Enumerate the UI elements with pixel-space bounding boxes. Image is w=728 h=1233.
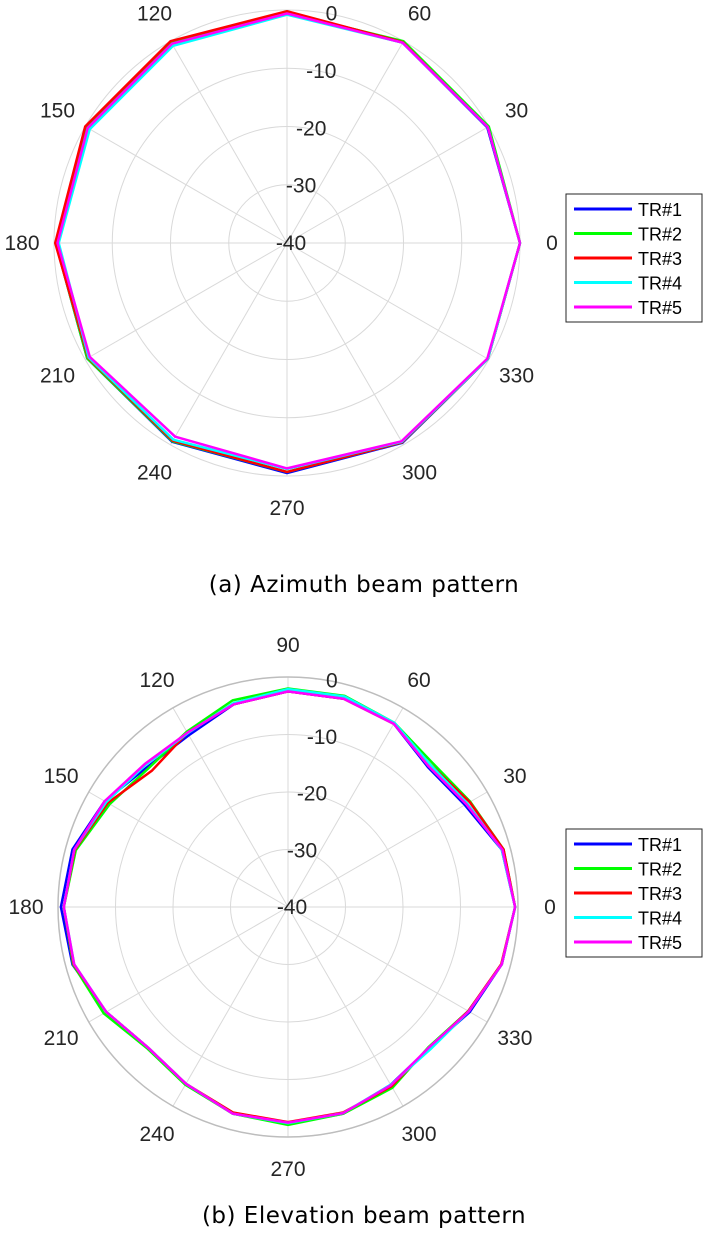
grid-spoke — [88, 791, 289, 908]
r-tick-label: -10 — [307, 726, 337, 749]
theta-tick-label: 120 — [139, 669, 174, 692]
r-tick-label: -30 — [286, 175, 316, 198]
outer-ring — [57, 676, 519, 1138]
r-tick-label: -40 — [276, 232, 306, 255]
theta-tick-label: 120 — [137, 3, 172, 26]
r-tick-label: -30 — [287, 839, 317, 862]
r-tick-label: -20 — [296, 117, 326, 140]
r-tick-label: 0 — [326, 3, 338, 26]
legend-label-tr4: TR#4 — [638, 909, 682, 929]
theta-tick-label: 240 — [137, 462, 172, 485]
theta-tick-label: 150 — [40, 100, 75, 123]
polar-grid — [57, 676, 519, 1138]
theta-tick-label: 180 — [8, 896, 43, 919]
grid-spoke — [286, 242, 490, 360]
theta-tick-label: 270 — [270, 1158, 305, 1181]
legend: TR#1 TR#2 TR#3 TR#4 TR#5 — [565, 828, 703, 958]
legend-label-tr1: TR#1 — [638, 200, 682, 220]
grid-spoke — [88, 906, 289, 1023]
theta-tick-label: 30 — [505, 100, 528, 123]
elevation-polar-chart: 0 30 60 90 120 150 180 210 240 270 300 330 -40 -30 -20… — [8, 634, 703, 1181]
theta-tick-label: 210 — [44, 1027, 79, 1050]
r-tick-label: -10 — [306, 60, 336, 83]
grid-spoke — [287, 707, 404, 908]
theta-tick-label: 240 — [139, 1123, 174, 1146]
theta-tick-label: 330 — [499, 365, 534, 388]
legend-label-tr5: TR#5 — [638, 933, 682, 953]
grid-spoke — [287, 791, 488, 908]
theta-tick-label: 0 — [546, 232, 558, 255]
theta-tick-label: 0 — [544, 896, 556, 919]
r-tick-label: 0 — [326, 670, 338, 693]
series-line-tr5 — [62, 690, 517, 1124]
legend-label-tr2: TR#2 — [638, 860, 682, 880]
r-tick-label: -40 — [277, 896, 307, 919]
r-tick-label: -20 — [297, 783, 327, 806]
grid-spoke — [170, 242, 288, 446]
grid-spoke — [170, 40, 288, 244]
azimuth-caption: (a) Azimuth beam pattern — [208, 572, 520, 598]
grid-spoke — [287, 906, 488, 1023]
grid-spoke — [286, 40, 404, 244]
theta-tick-label: 300 — [401, 1123, 436, 1146]
theta-tick-label: 210 — [40, 365, 75, 388]
theta-tick-label: 300 — [402, 462, 437, 485]
grid-spoke — [84, 242, 288, 360]
grid-spoke — [286, 126, 490, 244]
theta-tick-label: 30 — [503, 765, 526, 788]
theta-tick-label: 330 — [497, 1027, 532, 1050]
legend-label-tr3: TR#3 — [638, 884, 682, 904]
theta-tick-label: 60 — [407, 669, 430, 692]
grid-spoke — [286, 242, 404, 446]
azimuth-polar-chart: 0306090120150180210240270300330-40-30-20… — [4, 3, 703, 520]
legend-label-tr4: TR#4 — [638, 274, 682, 294]
theta-tick-label: 60 — [408, 3, 431, 26]
grid-spoke — [172, 707, 289, 908]
elevation-caption: (b) Elevation beam pattern — [201, 1203, 527, 1229]
legend: TR#1 TR#2 TR#3 TR#4 TR#5 — [565, 193, 703, 323]
grid-spoke — [84, 126, 288, 244]
legend-label-tr2: TR#2 — [638, 225, 682, 245]
grid-spoke — [172, 906, 289, 1107]
legend-label-tr1: TR#1 — [638, 835, 682, 855]
theta-tick-label: 150 — [44, 765, 79, 788]
theta-tick-label: 90 — [276, 634, 299, 657]
theta-tick-label: 180 — [4, 232, 39, 255]
legend-label-tr5: TR#5 — [638, 298, 682, 318]
series-line-tr5 — [56, 12, 522, 470]
grid-spoke — [287, 906, 404, 1107]
legend-label-tr3: TR#3 — [638, 249, 682, 269]
theta-tick-label: 270 — [269, 497, 304, 520]
